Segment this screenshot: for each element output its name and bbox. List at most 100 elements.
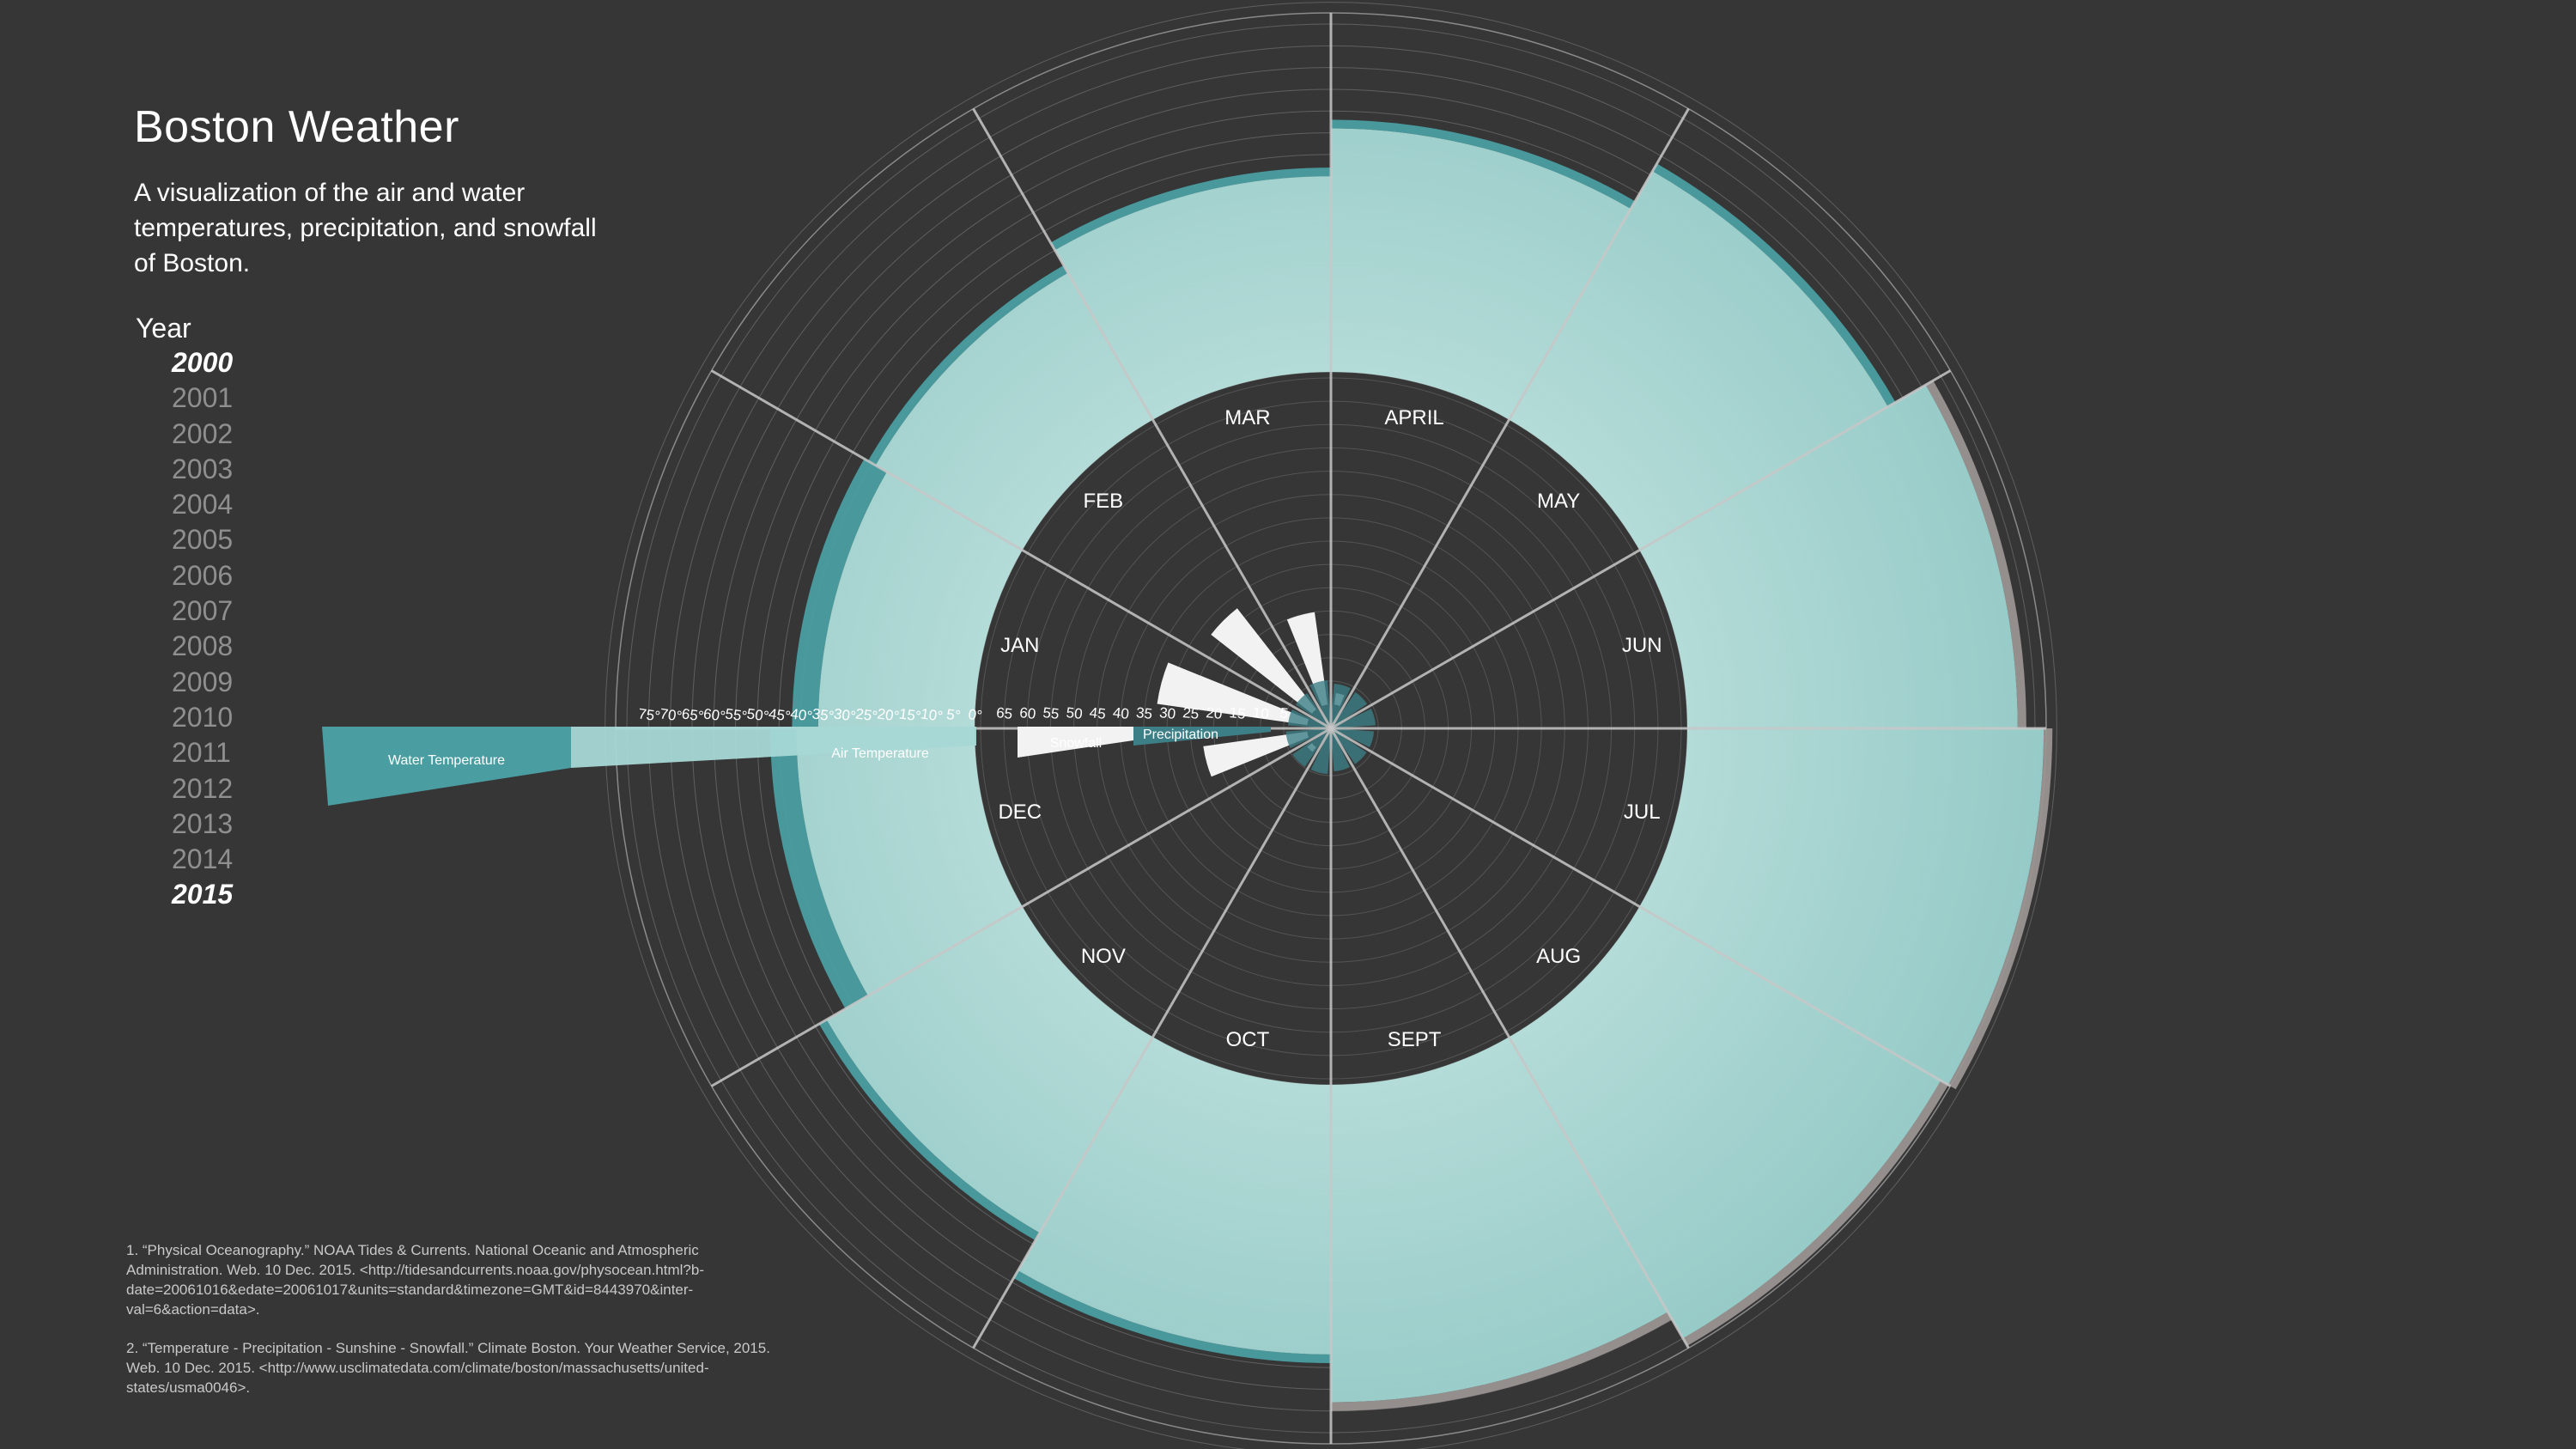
month-sector-dec	[770, 728, 1331, 1009]
temp-tick-label: 5°	[945, 706, 962, 724]
month-divider	[972, 107, 1333, 729]
year-item-2003[interactable]: 2003	[172, 453, 234, 484]
month-sector-aug	[1331, 728, 1948, 1346]
month-label-feb: FEB	[1083, 490, 1123, 513]
year-item-2000[interactable]: 2000	[172, 347, 234, 378]
air-temperature-bar	[875, 272, 1153, 551]
temp-tick-label: 70°	[659, 705, 683, 724]
month-label-nov: NOV	[1081, 945, 1126, 968]
legend-precipitation-label: Precipitation	[1143, 728, 1218, 742]
legend-air-temperature-label: Air Temperature	[831, 746, 929, 761]
temp-tick-label: 65°	[681, 705, 705, 724]
month-sector-may	[1331, 163, 1896, 728]
year-item-2012[interactable]: 2012	[172, 772, 234, 804]
month-divider	[1330, 727, 1952, 1087]
air-temperature-bar	[1639, 385, 2018, 728]
month-label-sept: SEPT	[1388, 1028, 1442, 1051]
month-label-oct: OCT	[1226, 1028, 1270, 1051]
temp-tick-label: 35°	[811, 705, 835, 724]
water-temperature-bar	[792, 459, 887, 728]
temp-tick-label: 10°	[920, 705, 944, 724]
air-temperature-bar	[826, 906, 1153, 1233]
footnotes: 1. “Physical Oceanography.” NOAA Tides &…	[126, 1240, 796, 1416]
month-label-jan: JAN	[1000, 634, 1039, 657]
precipitation-bar	[1331, 728, 1367, 764]
footnote-2: 2. “Temperature - Precipitation - Sunshi…	[126, 1340, 770, 1396]
year-list: 2000 2001 2002 2003 2004 2005 2006 2007 2008 2009…	[172, 345, 233, 913]
inner-tick-label: 10	[1252, 704, 1270, 722]
month-sector-jan	[792, 459, 1331, 728]
year-item-2015[interactable]: 2015	[172, 879, 234, 910]
temp-tick-label: 45°	[768, 705, 792, 724]
month-label-mar: MAR	[1224, 406, 1270, 429]
month-divider	[1330, 369, 1952, 730]
page-subtitle: A visualization of the air and water tem…	[134, 179, 597, 277]
air-temperature-bar	[1331, 128, 1631, 420]
year-item-2005[interactable]: 2005	[172, 524, 234, 556]
month-sector-feb	[867, 265, 1331, 728]
page-title: Boston Weather	[134, 102, 459, 152]
legend-water-temperature-swatch	[322, 727, 571, 806]
legend-air-temperature-swatch	[571, 727, 976, 768]
month-label-may: MAY	[1537, 490, 1580, 513]
year-item-2014[interactable]: 2014	[172, 843, 234, 875]
legend-water-temperature-label: Water Temperature	[388, 753, 505, 768]
year-item-2002[interactable]: 2002	[172, 417, 234, 449]
inner-tick-label: 30	[1158, 704, 1176, 722]
month-sector-oct	[1013, 728, 1331, 1363]
legend-snowfall-swatch	[1018, 727, 1133, 758]
air-temperature-bar	[1331, 1037, 1668, 1403]
precipitation-bar	[1295, 692, 1331, 728]
air-temperature-bar	[1639, 728, 2044, 1086]
air-temperature-bar	[796, 728, 1023, 996]
year-label: Year	[136, 313, 191, 344]
inner-tick-label: 25	[1182, 704, 1200, 722]
legend-precipitation-swatch	[1133, 727, 1271, 746]
year-item-2013[interactable]: 2013	[172, 807, 234, 839]
month-label-jun: JUN	[1622, 634, 1662, 657]
year-item-2011[interactable]: 2011	[172, 737, 231, 769]
inner-tick-label: 5	[1279, 705, 1289, 722]
month-divider	[710, 727, 1332, 1087]
snowfall-bar	[1211, 608, 1316, 714]
month-divider	[972, 728, 1333, 1349]
water-temperature-bar	[1331, 119, 1636, 210]
temp-tick-label: 25°	[854, 705, 878, 724]
year-item-2007[interactable]: 2007	[172, 595, 234, 627]
inner-tick-label: 55	[1042, 704, 1060, 722]
air-temperature-bar	[1054, 176, 1331, 420]
precipitation-bar	[1331, 684, 1351, 728]
month-label-jul: JUL	[1624, 801, 1661, 824]
water-temperature-bar	[1050, 167, 1331, 251]
inner-tick-label: 20	[1206, 704, 1224, 722]
year-item-2009[interactable]: 2009	[172, 666, 234, 697]
air-temperature-bar	[1018, 1037, 1331, 1355]
air-temperature-bar	[1509, 906, 1941, 1339]
temp-tick-label: 15°	[898, 705, 922, 724]
precipitation-bar	[1285, 728, 1331, 749]
year-item-2006[interactable]: 2006	[172, 559, 234, 591]
legend: Water Temperature Air Temperature Snowfall…	[322, 727, 1271, 806]
precipitation-bar	[1309, 680, 1331, 728]
year-item-2010[interactable]: 2010	[172, 701, 234, 733]
snowfall-bar	[1157, 662, 1309, 726]
precipitation-bar	[1310, 728, 1331, 775]
precipitation-bar	[1331, 691, 1368, 728]
month-divider	[1329, 107, 1690, 729]
inner-tick-label: 15	[1229, 704, 1247, 722]
temp-tick-label: 20°	[876, 705, 900, 724]
temp-tick-label: 40°	[789, 705, 813, 724]
water-temperature-bar	[1013, 1270, 1331, 1363]
year-item-2008[interactable]: 2008	[172, 630, 234, 662]
precipitation-bar	[1331, 709, 1376, 728]
temp-tick-label: 50°	[746, 705, 770, 724]
year-item-2001[interactable]: 2001	[172, 382, 234, 414]
inner-tick-label: 35	[1135, 704, 1153, 722]
year-item-2004[interactable]: 2004	[172, 489, 234, 521]
month-divider	[710, 369, 1332, 730]
footnote-1: 1. “Physical Oceanography.” NOAA Tides &…	[126, 1242, 704, 1318]
month-sector-mar	[1050, 167, 1331, 728]
inner-tick-label: 50	[1066, 704, 1084, 722]
month-divider	[1329, 728, 1690, 1349]
